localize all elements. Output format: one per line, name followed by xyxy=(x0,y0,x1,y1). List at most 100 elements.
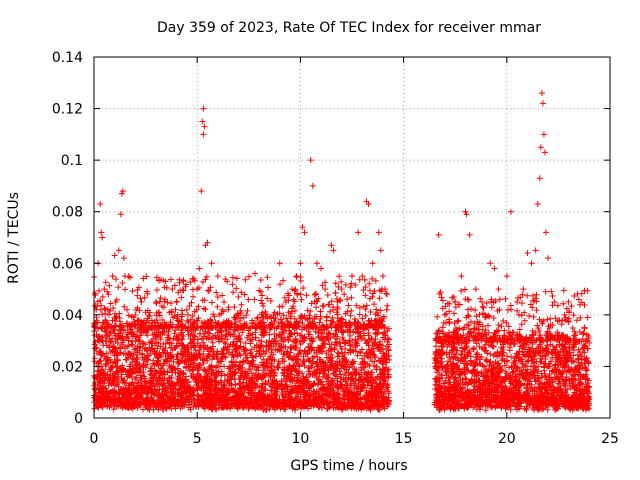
data-point xyxy=(202,306,209,313)
data-point xyxy=(135,284,142,291)
data-point xyxy=(99,366,106,373)
data-point xyxy=(209,339,216,346)
data-point xyxy=(129,287,136,294)
data-point xyxy=(145,312,152,319)
data-point xyxy=(134,287,141,294)
data-point xyxy=(184,311,191,318)
data-point xyxy=(314,354,321,361)
data-point xyxy=(303,292,310,299)
data-point xyxy=(107,329,114,336)
data-point xyxy=(356,311,363,318)
data-point xyxy=(276,303,283,310)
data-point xyxy=(208,335,215,342)
data-point xyxy=(180,277,187,284)
data-point xyxy=(311,291,318,298)
data-point xyxy=(246,273,253,280)
data-point xyxy=(230,289,237,296)
data-point xyxy=(297,277,304,284)
data-point xyxy=(254,315,261,322)
data-point xyxy=(371,301,378,308)
data-point xyxy=(331,346,338,353)
data-point xyxy=(242,276,249,283)
data-point xyxy=(348,307,355,314)
data-point xyxy=(231,303,238,310)
data-point xyxy=(184,317,191,324)
data-point xyxy=(385,374,392,381)
data-point xyxy=(245,296,252,303)
data-point xyxy=(376,295,383,302)
data-point xyxy=(102,279,109,286)
data-point xyxy=(99,311,106,318)
data-point xyxy=(373,306,380,313)
data-point xyxy=(185,324,192,331)
data-point xyxy=(233,285,240,292)
data-point xyxy=(359,315,366,322)
data-point xyxy=(265,284,272,291)
data-point xyxy=(383,291,390,298)
data-point xyxy=(384,302,391,309)
chart-title: Day 359 of 2023, Rate Of TEC Index for r… xyxy=(157,20,541,36)
data-point xyxy=(344,296,351,303)
data-point xyxy=(146,339,153,346)
data-point xyxy=(257,276,264,283)
data-point xyxy=(114,363,121,370)
data-point xyxy=(238,301,245,308)
data-point xyxy=(205,352,212,359)
data-point xyxy=(106,282,113,289)
data-point xyxy=(219,292,226,299)
data-point xyxy=(334,349,341,356)
data-point xyxy=(296,347,303,354)
data-point xyxy=(254,314,261,321)
data-point xyxy=(212,364,219,371)
data-point xyxy=(167,300,174,307)
data-point xyxy=(244,307,251,314)
data-point xyxy=(178,294,185,301)
data-point xyxy=(297,291,304,298)
data-point xyxy=(141,294,148,301)
data-point xyxy=(164,299,171,306)
data-point xyxy=(116,314,123,321)
data-point xyxy=(317,308,324,315)
data-point xyxy=(293,273,300,280)
data-point xyxy=(300,284,307,291)
data-point xyxy=(307,308,314,315)
data-point xyxy=(259,292,266,299)
data-point xyxy=(204,329,211,336)
data-point xyxy=(474,349,481,356)
data-point xyxy=(232,381,239,388)
data-point xyxy=(219,306,226,313)
data-point xyxy=(324,405,331,412)
data-point xyxy=(277,281,284,288)
data-point xyxy=(122,286,129,293)
data-point xyxy=(189,339,196,346)
data-point xyxy=(140,406,147,413)
data-point xyxy=(91,355,98,362)
data-point xyxy=(119,279,126,286)
data-point xyxy=(332,289,339,296)
data-point xyxy=(140,369,147,376)
data-points xyxy=(91,90,593,414)
data-point xyxy=(367,309,374,316)
data-point xyxy=(319,336,326,343)
data-point xyxy=(99,293,106,300)
data-point xyxy=(347,332,354,339)
data-point xyxy=(282,406,289,413)
data-point xyxy=(91,405,98,412)
data-point xyxy=(169,346,176,353)
data-point xyxy=(319,303,326,310)
data-point xyxy=(121,303,128,310)
data-point xyxy=(174,343,181,350)
data-point xyxy=(362,312,369,319)
data-point xyxy=(235,293,242,300)
data-point xyxy=(126,274,133,281)
data-point xyxy=(268,363,275,370)
data-point xyxy=(323,314,330,321)
data-point xyxy=(153,300,160,307)
data-point xyxy=(280,277,287,284)
data-point xyxy=(348,280,355,287)
data-point xyxy=(229,274,236,281)
data-point xyxy=(264,274,271,281)
data-point xyxy=(153,287,160,294)
data-point xyxy=(332,280,339,287)
